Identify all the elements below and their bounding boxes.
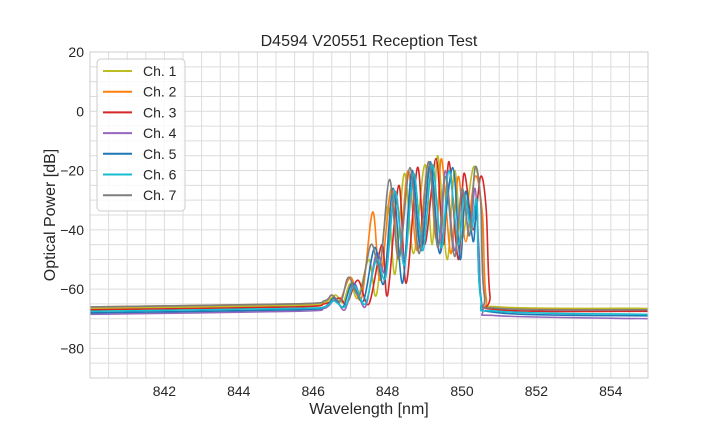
y-tick-label: −40 bbox=[60, 222, 84, 238]
legend-label-ch6: Ch. 6 bbox=[143, 167, 177, 183]
plot-frame bbox=[89, 51, 649, 379]
series-line-ch3 bbox=[89, 157, 649, 313]
series-line-ch6 bbox=[89, 163, 649, 316]
y-tick-label: 20 bbox=[68, 44, 84, 60]
legend: Ch. 1 Ch. 2 Ch. 3 Ch. 4 Ch. 5 Ch. 6 Ch. 7 bbox=[96, 58, 186, 212]
legend-label-ch7: Ch. 7 bbox=[143, 187, 177, 203]
legend-label-ch3: Ch. 3 bbox=[143, 104, 177, 120]
series-lines bbox=[89, 154, 649, 320]
legend-label-ch1: Ch. 1 bbox=[143, 63, 177, 79]
x-tick-label: 846 bbox=[302, 383, 326, 399]
y-tick-label: −20 bbox=[60, 163, 84, 179]
y-tick-label: −60 bbox=[60, 281, 84, 297]
x-tick-label: 850 bbox=[450, 383, 474, 399]
series-line-ch7 bbox=[89, 160, 649, 311]
y-axis-label: Optical Power [dB] bbox=[42, 149, 59, 282]
y-tick-label: −80 bbox=[60, 340, 84, 356]
x-tick-label: 842 bbox=[153, 383, 177, 399]
x-tick-label: 854 bbox=[599, 383, 623, 399]
legend-box bbox=[96, 58, 186, 212]
legend-label-ch4: Ch. 4 bbox=[143, 125, 177, 141]
x-axis-label: Wavelength [nm] bbox=[309, 401, 428, 418]
x-tick-label: 848 bbox=[376, 383, 400, 399]
y-tick-labels: −80 −60 −40 −20 0 20 bbox=[60, 44, 84, 356]
chart-title: D4594 V20551 Reception Test bbox=[261, 33, 478, 50]
legend-label-ch2: Ch. 2 bbox=[143, 84, 177, 100]
legend-label-ch5: Ch. 5 bbox=[143, 146, 177, 162]
y-tick-label: 0 bbox=[76, 103, 84, 119]
x-tick-label: 844 bbox=[227, 383, 251, 399]
x-tick-label: 852 bbox=[525, 383, 549, 399]
x-tick-labels: 842 844 846 848 850 852 854 bbox=[153, 383, 623, 399]
